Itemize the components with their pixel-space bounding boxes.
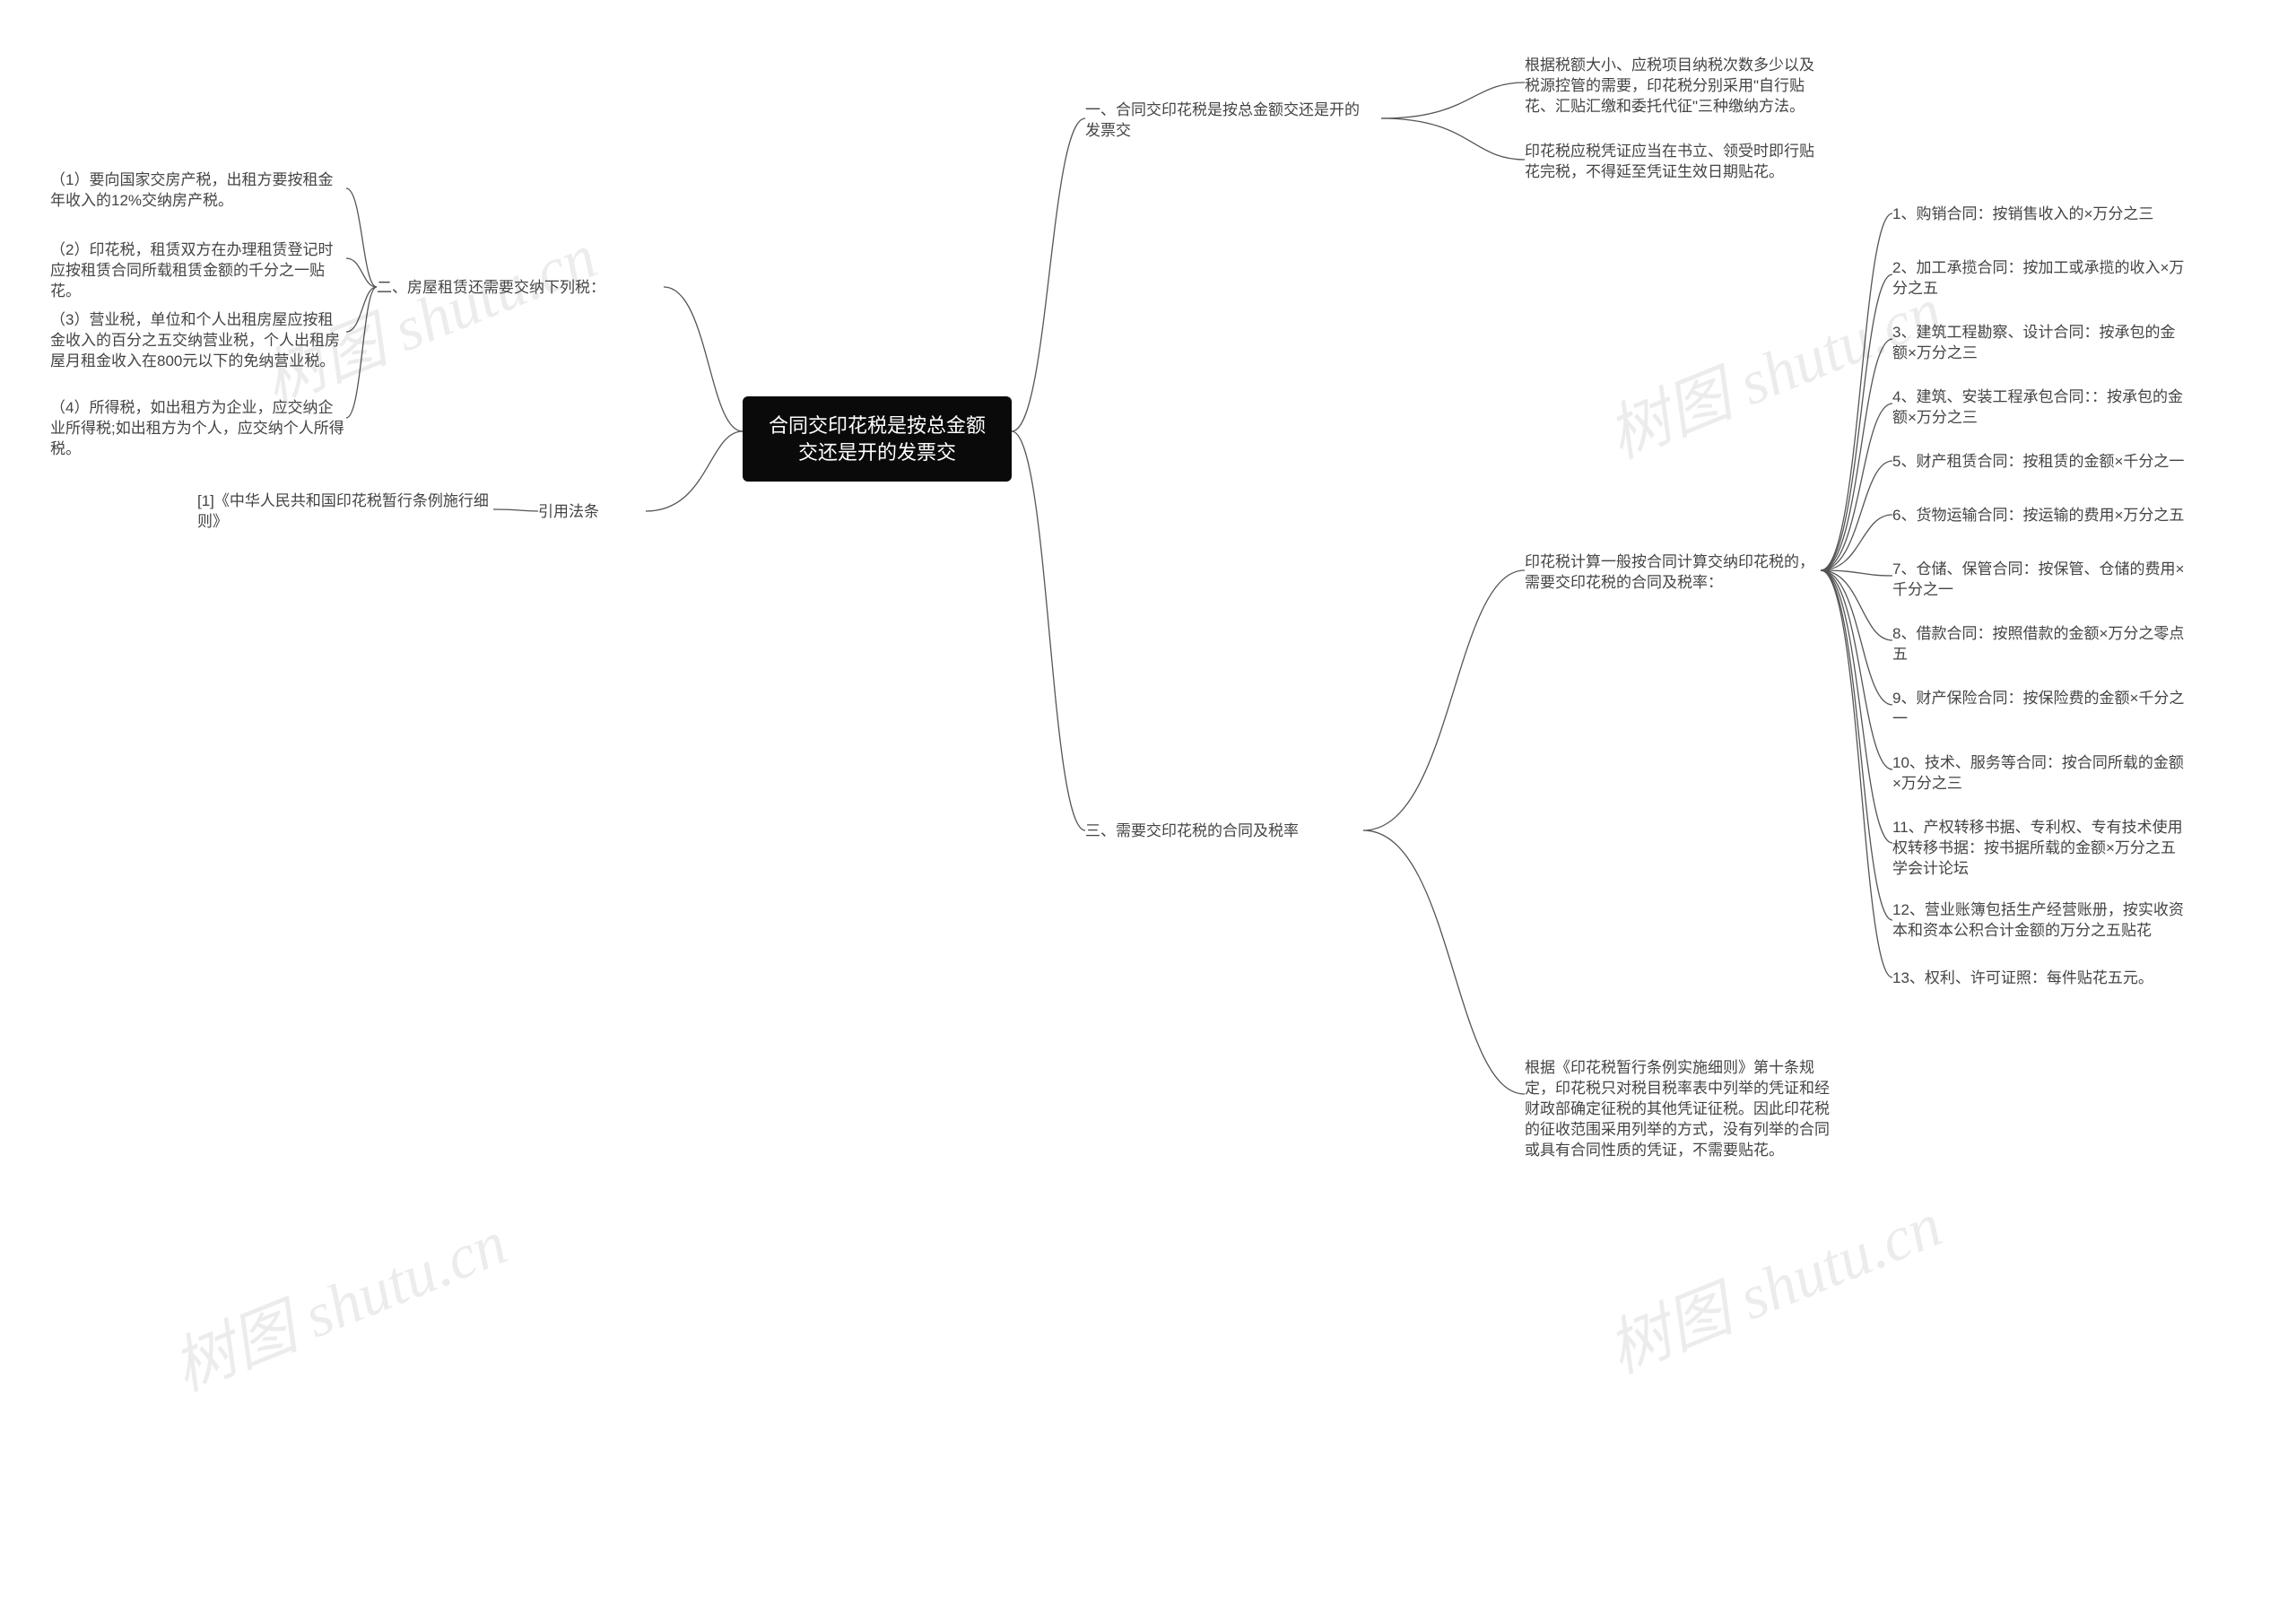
leaf-r2a6: 6、货物运输合同：按运输的费用×万分之五 [1892, 506, 2188, 526]
leaf-l1d: （4）所得税，如出租方为企业，应交纳企业所得税;如出租方为个人，应交纳个人所得税… [50, 398, 346, 460]
leaf-r1b: 印花税应税凭证应当在书立、领受时即行贴花完税，不得延至凭证生效日期贴花。 [1525, 142, 1821, 183]
leaf-r2a8: 8、借款合同：按照借款的金额×万分之零点五 [1892, 624, 2188, 665]
leaf-r2a3: 3、建筑工程勘察、设计合同：按承包的金额×万分之三 [1892, 323, 2188, 364]
leaf-r2a13: 13、权利、许可证照：每件贴花五元。 [1892, 968, 2188, 989]
leaf-l1c: （3）营业税，单位和个人出租房屋应按租金收入的百分之五交纳营业税，个人出租房屋月… [50, 310, 346, 372]
leaf-r2a1: 1、购销合同：按销售收入的×万分之三 [1892, 204, 2188, 225]
mindmap-canvas: 树图 shutu.cn 树图 shutu.cn 树图 shutu.cn 树图 s… [0, 0, 2296, 1598]
leaf-r2a10: 10、技术、服务等合同：按合同所载的金额×万分之三 [1892, 753, 2188, 795]
root-node: 合同交印花税是按总金额交还是开的发票交 [743, 396, 1012, 482]
leaf-r2a12: 12、营业账簿包括生产经营账册，按实收资本和资本公积合计金额的万分之五贴花 [1892, 900, 2188, 942]
watermark: 树图 shutu.cn [1592, 1175, 1952, 1391]
leaf-r2a11: 11、产权转移书据、专利权、专有技术使用权转移书据：按书据所载的金额×万分之五学… [1892, 818, 2188, 880]
branch-l2: 引用法条 [538, 502, 646, 523]
leaf-r2a7: 7、仓储、保管合同：按保管、仓储的费用×千分之一 [1892, 560, 2188, 601]
leaf-r2a4: 4、建筑、安装工程承包合同：：按承包的金额×万分之三 [1892, 387, 2188, 429]
leaf-l1b: （2）印花税，租赁双方在办理租赁登记时应按租赁合同所载租赁金额的千分之一贴花。 [50, 240, 346, 302]
branch-l1: 二、房屋租赁还需要交纳下列税： [377, 278, 664, 299]
leaf-r2a2: 2、加工承揽合同：按加工或承揽的收入×万分之五 [1892, 258, 2188, 300]
leaf-l1a: （1）要向国家交房产税，出租方要按租金年收入的12%交纳房产税。 [50, 170, 346, 212]
leaf-l2a: [1]《中华人民共和国印花税暂行条例施行细则》 [197, 491, 493, 533]
leaf-r2a5: 5、财产租赁合同：按租赁的金额×千分之一 [1892, 452, 2188, 473]
watermark: 树图 shutu.cn [157, 1193, 517, 1409]
node-r2a: 印花税计算一般按合同计算交纳印花税的，需要交印花税的合同及税率： [1525, 552, 1821, 594]
leaf-r2a9: 9、财产保险合同：按保险费的金额×千分之一 [1892, 689, 2188, 730]
branch-r1: 一、合同交印花税是按总金额交还是开的发票交 [1085, 100, 1372, 142]
branch-r2: 三、需要交印花税的合同及税率 [1085, 821, 1363, 842]
node-r2b: 根据《印花税暂行条例实施细则》第十条规定，印花税只对税目税率表中列举的凭证和经财… [1525, 1058, 1830, 1161]
leaf-r1a: 根据税额大小、应税项目纳税次数多少以及税源控管的需要，印花税分别采用"自行贴花、… [1525, 56, 1821, 117]
